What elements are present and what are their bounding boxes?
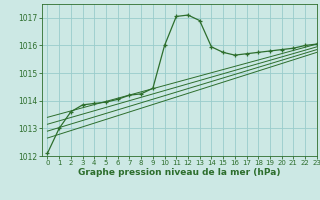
X-axis label: Graphe pression niveau de la mer (hPa): Graphe pression niveau de la mer (hPa) xyxy=(78,168,280,177)
